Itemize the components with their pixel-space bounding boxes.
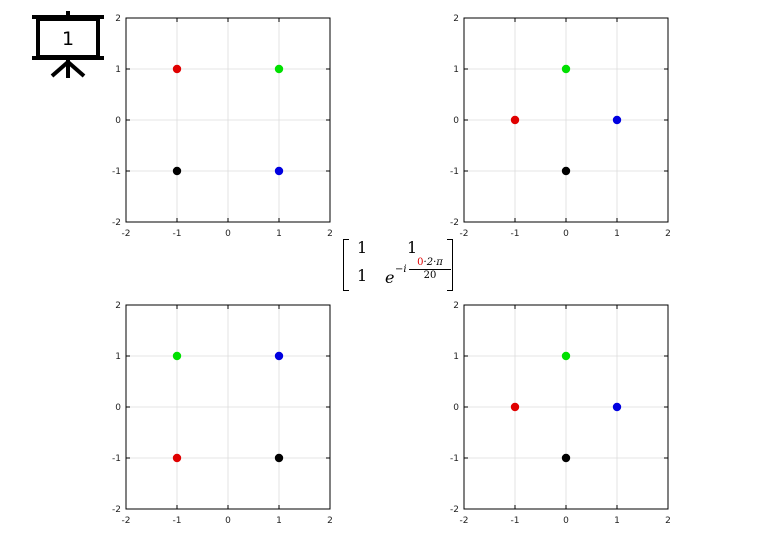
y-tick-label: 1 [453,65,459,75]
y-tick-label: -2 [112,505,121,515]
data-point [612,402,622,412]
y-tick-label: 0 [453,403,459,413]
matrix-right-bracket [447,239,453,291]
y-tick-label: 0 [115,116,121,126]
data-point [510,115,520,125]
x-tick-label: 0 [225,229,231,239]
matrix-cell-r1c1: 1 [357,238,368,257]
x-tick-label: 0 [563,229,569,239]
plot-panel-1: -2 -1 0 1 2 -2 -1 0 1 2 [112,14,333,239]
data-point [274,64,284,74]
y-tick-label: -1 [112,167,121,177]
y-tick-label: -2 [112,218,121,228]
data-point [172,351,182,361]
x-tick-label: -1 [173,516,182,526]
y-tick-label: -1 [112,454,121,464]
matrix-cell-r1c2: 1 [407,238,418,257]
data-point [561,351,571,361]
y-tick-label: 1 [453,352,459,362]
y-tick-label: -1 [450,454,459,464]
data-point [274,166,284,176]
x-tick-label: 2 [327,516,333,526]
data-point [561,453,571,463]
data-point [274,453,284,463]
y-tick-label: -2 [450,218,459,228]
x-tick-label: -2 [460,229,469,239]
data-point [510,402,520,412]
exponent-numerator: 0·2·π [409,257,451,270]
x-tick-label: 1 [614,516,620,526]
data-point [172,166,182,176]
exponent-fraction: 0·2·π 20 [409,257,451,282]
y-tick-label: 2 [115,301,121,311]
dft-matrix: 1 1 1 e −i 0·2·π 20 [343,237,453,291]
x-tick-label: -2 [122,229,131,239]
data-point [274,351,284,361]
x-tick-label: 0 [225,516,231,526]
x-tick-label: -2 [122,516,131,526]
data-point [561,166,571,176]
x-tick-label: 2 [665,516,671,526]
slide-number: 1 [62,28,74,50]
matrix-cell-r2c2-base: e [385,268,395,287]
plot-panel-4: -2 -1 0 1 2 -2 -1 0 1 2 [450,301,671,526]
plot-panel-2: -2 -1 0 1 2 -2 -1 0 1 2 [450,14,671,239]
y-tick-label: -1 [450,167,459,177]
exponent-rest: ·2·π [423,257,443,268]
x-tick-label: 1 [276,516,282,526]
exponent-k-value: 0 [417,257,424,268]
data-point [612,115,622,125]
x-tick-label: 2 [665,229,671,239]
x-tick-label: -1 [173,229,182,239]
matrix-left-bracket [343,239,349,291]
matrix-cell-r2c1: 1 [357,266,368,285]
x-tick-label: 2 [327,229,333,239]
y-tick-label: 1 [115,352,121,362]
x-tick-label: 1 [276,229,282,239]
data-point [172,64,182,74]
y-tick-label: 2 [453,301,459,311]
y-tick-label: 1 [115,65,121,75]
x-tick-label: 1 [614,229,620,239]
x-tick-label: -1 [511,516,520,526]
data-point [172,453,182,463]
presentation-board-icon: 1 [32,11,104,78]
x-tick-label: 0 [563,516,569,526]
data-point [561,64,571,74]
y-tick-label: 2 [453,14,459,24]
x-tick-label: -2 [460,516,469,526]
y-tick-label: -2 [450,505,459,515]
exponent-denominator: 20 [423,270,437,281]
y-tick-label: 0 [115,403,121,413]
x-tick-label: -1 [511,229,520,239]
y-tick-label: 0 [453,116,459,126]
y-tick-label: 2 [115,14,121,24]
exponent-prefix: −i [395,264,407,275]
plot-panel-3: -2 -1 0 1 2 -2 -1 0 1 2 [112,301,333,526]
